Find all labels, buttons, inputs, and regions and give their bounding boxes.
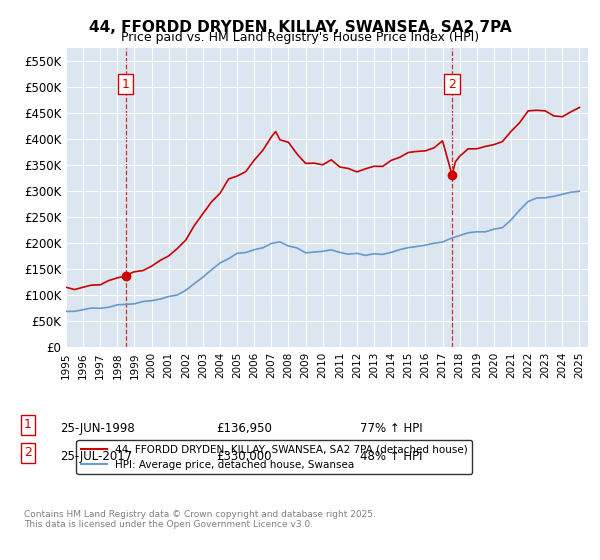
Text: 77% ↑ HPI: 77% ↑ HPI bbox=[360, 422, 422, 435]
Text: 44, FFORDD DRYDEN, KILLAY, SWANSEA, SA2 7PA: 44, FFORDD DRYDEN, KILLAY, SWANSEA, SA2 … bbox=[89, 20, 511, 35]
Text: Price paid vs. HM Land Registry's House Price Index (HPI): Price paid vs. HM Land Registry's House … bbox=[121, 31, 479, 44]
Text: 2: 2 bbox=[448, 78, 456, 91]
Text: £136,950: £136,950 bbox=[216, 422, 272, 435]
Text: 2: 2 bbox=[24, 446, 32, 459]
Text: £330,000: £330,000 bbox=[216, 450, 271, 463]
Text: 1: 1 bbox=[24, 418, 32, 431]
Text: Contains HM Land Registry data © Crown copyright and database right 2025.
This d: Contains HM Land Registry data © Crown c… bbox=[24, 510, 376, 529]
Text: 25-JUN-1998: 25-JUN-1998 bbox=[60, 422, 135, 435]
Text: 1: 1 bbox=[122, 78, 130, 91]
Text: 25-JUL-2017: 25-JUL-2017 bbox=[60, 450, 132, 463]
Legend: 44, FFORDD DRYDEN, KILLAY, SWANSEA, SA2 7PA (detached house), HPI: Average price: 44, FFORDD DRYDEN, KILLAY, SWANSEA, SA2 … bbox=[76, 440, 472, 474]
Text: 48% ↑ HPI: 48% ↑ HPI bbox=[360, 450, 422, 463]
